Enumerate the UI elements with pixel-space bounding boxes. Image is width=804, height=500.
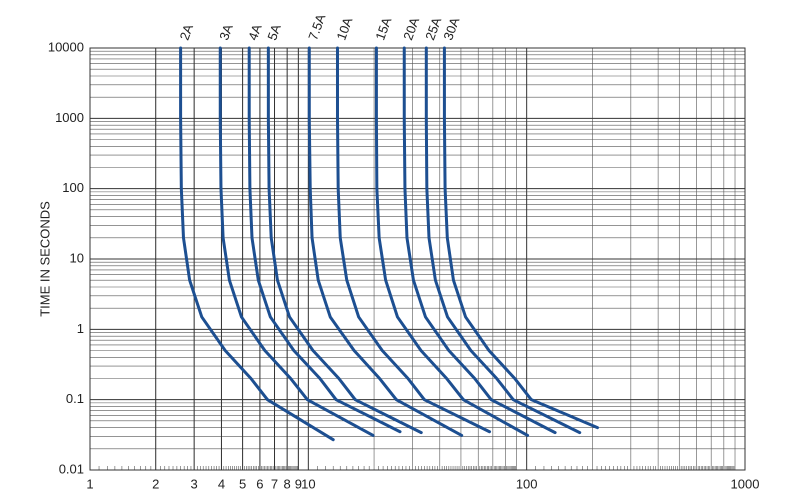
y-tick-label: 0.01 — [59, 461, 84, 476]
series-line — [218, 46, 375, 437]
y-axis-label: TIME IN SECONDS — [37, 201, 52, 317]
x-tick-label: 8 — [284, 476, 291, 491]
series-line — [247, 46, 402, 434]
x-tick-label: 9 — [295, 476, 302, 491]
series-label: 15A — [372, 15, 394, 42]
y-tick-label: 10000 — [48, 39, 84, 54]
x-tick-label: 10 — [301, 476, 315, 491]
y-tick-label: 10 — [70, 250, 84, 265]
series-label: 20A — [400, 15, 422, 42]
y-tick-label: 1 — [77, 321, 84, 336]
plot-frame — [89, 47, 746, 471]
series-line — [307, 46, 464, 437]
series-label: 30A — [440, 15, 462, 42]
series-line — [266, 46, 423, 435]
series-label: 10A — [333, 15, 355, 42]
series-label: 3A — [216, 22, 236, 42]
series-line — [374, 46, 530, 437]
x-tick-label: 4 — [218, 476, 225, 491]
series-label: 4A — [245, 22, 265, 42]
series-label: 7.5A — [305, 12, 328, 43]
x-tick-label: 3 — [191, 476, 198, 491]
x-tick-label: 6 — [256, 476, 263, 491]
y-tick-label: 0.1 — [66, 391, 84, 406]
x-tick-label: 5 — [239, 476, 246, 491]
x-tick-label: 100 — [516, 476, 538, 491]
series-label: 2A — [177, 22, 197, 42]
x-tick-label: 2 — [152, 476, 159, 491]
series-line — [179, 46, 335, 442]
y-tick-label: 1000 — [55, 110, 84, 125]
series-line — [442, 46, 599, 430]
y-tick-label: 100 — [62, 180, 84, 195]
x-tick-label: 7 — [271, 476, 278, 491]
series-line — [402, 46, 557, 435]
series-line — [335, 46, 492, 434]
series-line — [424, 46, 582, 435]
series-label: 5A — [264, 22, 284, 42]
x-tick-label: 1 — [86, 476, 93, 491]
x-tick-label: 1000 — [731, 476, 760, 491]
